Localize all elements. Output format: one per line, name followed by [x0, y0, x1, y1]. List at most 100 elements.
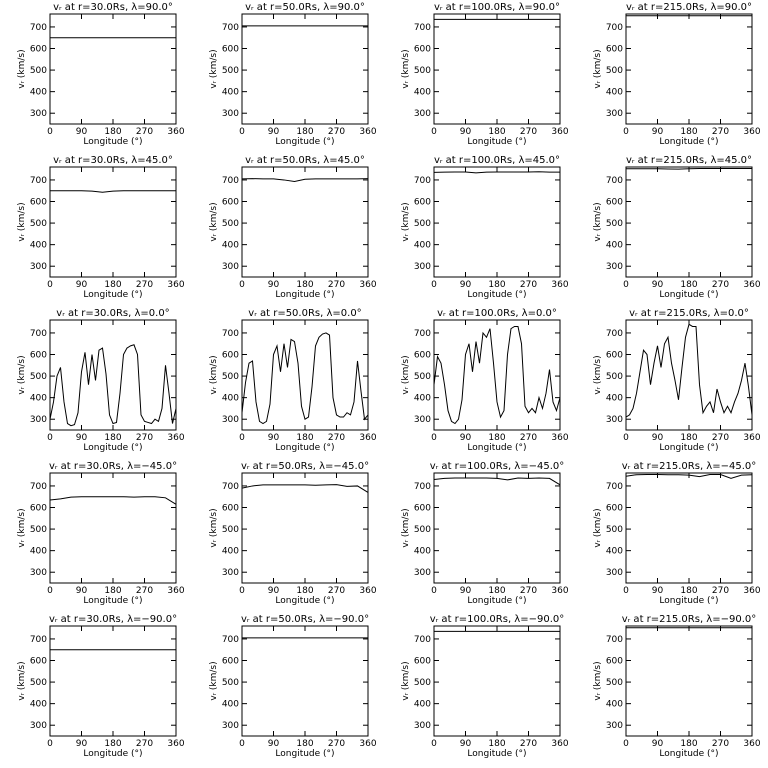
- x-tick-label: 180: [296, 739, 313, 749]
- y-axis-label: vᵣ (km/s): [17, 508, 27, 547]
- y-axis-label: vᵣ (km/s): [401, 49, 411, 88]
- y-tick-label: 700: [222, 329, 239, 339]
- y-tick-label: 500: [30, 372, 47, 382]
- x-tick-label: 180: [296, 433, 313, 443]
- panel-title: vᵣ at r=50.0Rs, λ=90.0°: [245, 2, 365, 13]
- y-tick-label: 400: [30, 700, 47, 710]
- x-tick-label: 360: [743, 586, 760, 596]
- panel: vᵣ at r=100.0Rs, λ=90.0° 0 90 180 270 360 300 4…: [401, 2, 569, 147]
- y-tick-label: 700: [222, 176, 239, 186]
- y-tick-label: 600: [414, 45, 431, 55]
- y-tick-label: 400: [414, 700, 431, 710]
- x-tick-label: 90: [652, 586, 664, 596]
- panel-title: vᵣ at r=50.0Rs, λ=0.0°: [248, 308, 361, 319]
- y-axis-label: vᵣ (km/s): [593, 202, 603, 241]
- x-tick-label: 360: [551, 127, 568, 137]
- data-line: [625, 474, 753, 479]
- x-tick-label: 360: [359, 739, 376, 749]
- y-tick-label: 500: [414, 372, 431, 382]
- x-axis-label: Longitude (°): [659, 749, 718, 759]
- x-tick-label: 270: [712, 739, 729, 749]
- x-tick-label: 90: [268, 586, 280, 596]
- x-tick-label: 360: [743, 280, 760, 290]
- x-tick-label: 0: [47, 280, 53, 290]
- y-tick-label: 300: [222, 415, 239, 425]
- y-axis-label: vᵣ (km/s): [209, 508, 219, 547]
- y-tick-label: 500: [222, 372, 239, 382]
- x-tick-label: 90: [76, 586, 88, 596]
- y-tick-label: 500: [606, 66, 623, 76]
- x-tick-label: 0: [431, 586, 437, 596]
- y-tick-label: 600: [222, 504, 239, 514]
- x-tick-label: 270: [712, 280, 729, 290]
- panel-title: vᵣ at r=215.0Rs, λ=90.0°: [626, 2, 752, 13]
- y-tick-label: 400: [222, 700, 239, 710]
- x-tick-label: 360: [743, 127, 760, 137]
- panel-title: vᵣ at r=50.0Rs, λ=−45.0°: [241, 461, 369, 472]
- plot-frame: [49, 472, 177, 584]
- x-tick-label: 90: [652, 433, 664, 443]
- y-tick-label: 500: [222, 219, 239, 229]
- plot-frame: [433, 166, 561, 278]
- panel-title: vᵣ at r=30.0Rs, λ=−45.0°: [49, 461, 177, 472]
- x-tick-label: 180: [296, 280, 313, 290]
- y-tick-label: 400: [414, 547, 431, 557]
- y-tick-label: 400: [414, 241, 431, 251]
- y-tick-label: 600: [606, 504, 623, 514]
- y-tick-label: 700: [222, 482, 239, 492]
- x-tick-label: 360: [551, 433, 568, 443]
- x-tick-label: 360: [551, 586, 568, 596]
- y-tick-label: 600: [414, 504, 431, 514]
- panel-title: vᵣ at r=100.0Rs, λ=90.0°: [434, 2, 560, 13]
- y-tick-label: 300: [414, 721, 431, 731]
- x-tick-label: 180: [488, 739, 505, 749]
- panel-title: vᵣ at r=215.0Rs, λ=−45.0°: [622, 461, 757, 472]
- y-tick-label: 300: [30, 415, 47, 425]
- plot-frame: [625, 13, 753, 125]
- panel-title: vᵣ at r=100.0Rs, λ=−45.0°: [430, 461, 565, 472]
- panel: vᵣ at r=30.0Rs, λ=45.0° 0 90 180 270 360 300 40…: [17, 155, 185, 300]
- panel: vᵣ at r=100.0Rs, λ=45.0° 0 90 180 270 360 300 4…: [401, 155, 569, 300]
- x-tick-label: 90: [268, 127, 280, 137]
- x-tick-label: 180: [680, 586, 697, 596]
- y-tick-label: 600: [606, 351, 623, 361]
- y-tick-label: 300: [414, 109, 431, 119]
- plot-frame: [433, 319, 561, 431]
- x-tick-label: 0: [431, 739, 437, 749]
- panel: vᵣ at r=215.0Rs, λ=−90.0° 0 90 180 270 360 300…: [593, 614, 761, 759]
- x-tick-label: 0: [239, 739, 245, 749]
- x-tick-label: 0: [47, 433, 53, 443]
- plot-frame: [241, 625, 369, 737]
- x-tick-label: 0: [623, 127, 629, 137]
- x-axis-label: Longitude (°): [659, 596, 718, 606]
- x-tick-label: 270: [712, 433, 729, 443]
- panel-title: vᵣ at r=50.0Rs, λ=45.0°: [245, 155, 365, 166]
- x-tick-label: 360: [167, 280, 184, 290]
- y-tick-label: 400: [606, 547, 623, 557]
- x-tick-label: 270: [136, 739, 153, 749]
- panel: vᵣ at r=215.0Rs, λ=45.0° 0 90 180 270 360 300 4…: [593, 155, 761, 300]
- y-tick-label: 600: [606, 198, 623, 208]
- x-tick-label: 0: [47, 739, 53, 749]
- x-axis-label: Longitude (°): [659, 137, 718, 147]
- y-tick-label: 400: [30, 241, 47, 251]
- y-tick-label: 500: [30, 678, 47, 688]
- y-tick-label: 300: [222, 568, 239, 578]
- y-tick-label: 600: [30, 351, 47, 361]
- y-tick-label: 700: [30, 176, 47, 186]
- y-tick-label: 500: [30, 525, 47, 535]
- y-tick-label: 400: [414, 88, 431, 98]
- data-line: [241, 484, 369, 493]
- y-tick-label: 300: [222, 262, 239, 272]
- y-tick-label: 500: [414, 678, 431, 688]
- panel: vᵣ at r=100.0Rs, λ=−90.0° 0 90 180 270 360 300…: [401, 614, 569, 759]
- y-tick-label: 400: [414, 394, 431, 404]
- x-axis-label: Longitude (°): [83, 749, 142, 759]
- x-tick-label: 90: [460, 127, 472, 137]
- x-tick-label: 270: [136, 280, 153, 290]
- y-tick-label: 700: [222, 635, 239, 645]
- panel: vᵣ at r=50.0Rs, λ=90.0° 0 90 180 270 360 300 40…: [209, 2, 377, 147]
- x-tick-label: 180: [488, 127, 505, 137]
- y-tick-label: 300: [30, 109, 47, 119]
